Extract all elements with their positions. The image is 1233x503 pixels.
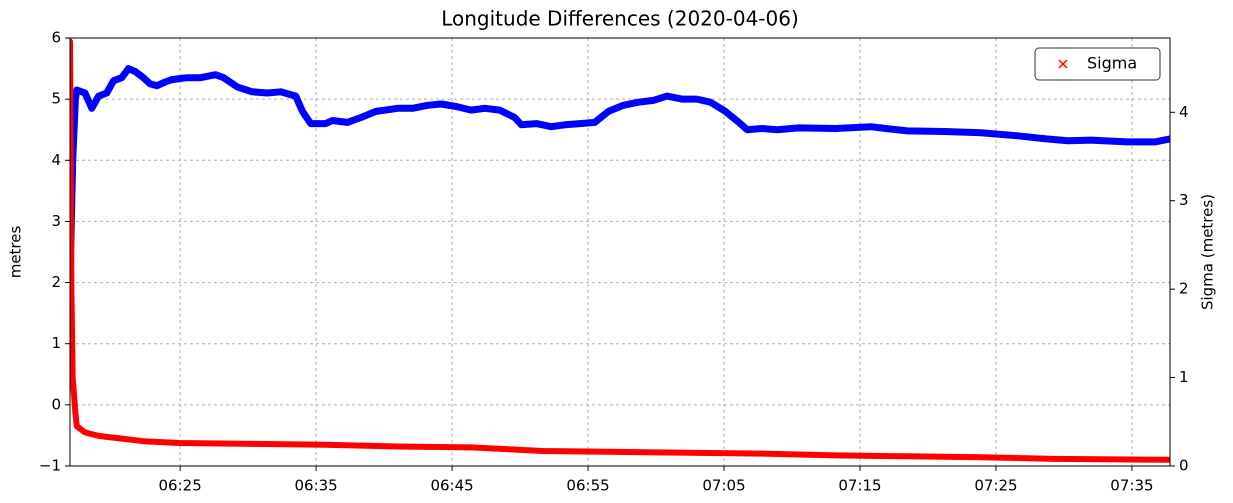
y2-tick-label: 0 [1179, 457, 1189, 475]
legend-marker [1058, 59, 1068, 69]
y-axis-label: metres [7, 226, 25, 279]
legend-label: Sigma [1087, 54, 1137, 73]
chart-title: Longitude Differences (2020-04-06) [441, 7, 799, 31]
plot-frame [69, 37, 1171, 467]
y2-axis-label: Sigma (metres) [1199, 194, 1217, 310]
legend-box [1034, 47, 1161, 81]
y-tick-label: 2 [51, 273, 61, 291]
plot-area [70, 38, 1170, 463]
y2-tick-label: 2 [1179, 280, 1189, 298]
y2-tick-label: 1 [1179, 368, 1189, 386]
data-line [70, 65, 1170, 287]
x-tick-label: 06:35 [294, 477, 337, 495]
y-tick-label: 4 [51, 151, 61, 169]
x-tick-label: 07:05 [702, 477, 745, 495]
x-tick-label: 07:25 [974, 477, 1017, 495]
y2-tick-label: 3 [1179, 191, 1189, 209]
x-tick-label: 07:35 [1110, 477, 1153, 495]
y-tick-label: 5 [51, 90, 61, 108]
y-tick-label: 0 [51, 395, 61, 413]
y-tick-label: 3 [51, 212, 61, 230]
x-tick-label: 07:15 [838, 477, 881, 495]
x-tick-label: 06:25 [159, 477, 202, 495]
y-tick-label: 6 [51, 29, 61, 47]
y-tick-label: 1 [51, 334, 61, 352]
x-tick-label: 06:45 [430, 477, 473, 495]
y-tick-label: −1 [39, 457, 61, 475]
data-line [70, 38, 1170, 463]
y2-tick-label: 4 [1179, 103, 1189, 121]
x-tick-label: 06:55 [566, 477, 609, 495]
